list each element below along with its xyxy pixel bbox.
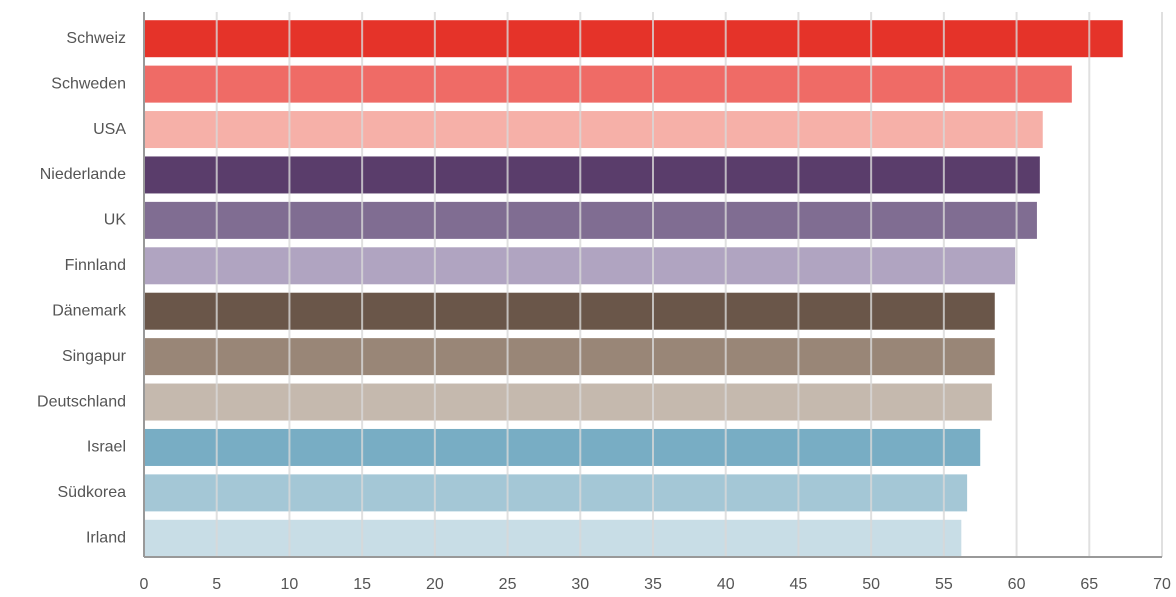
y-tick-label: Finnland: [65, 257, 126, 274]
y-tick-label: Deutschland: [37, 393, 126, 410]
x-tick-label: 60: [1008, 576, 1026, 593]
y-tick-label: Irland: [86, 530, 126, 547]
x-tick-label: 45: [790, 576, 808, 593]
bar: [144, 111, 1043, 149]
x-tick-label: 50: [862, 576, 880, 593]
x-tick-label: 15: [353, 576, 371, 593]
bar: [144, 338, 995, 376]
bar: [144, 474, 968, 512]
y-tick-label: Singapur: [62, 348, 127, 365]
bar: [144, 65, 1072, 103]
y-tick-label: Israel: [87, 439, 126, 456]
bar: [144, 292, 995, 330]
x-tick-label: 70: [1153, 576, 1171, 593]
y-tick-label: Südkorea: [58, 484, 127, 501]
x-tick-label: 40: [717, 576, 735, 593]
x-tick-label: 65: [1080, 576, 1098, 593]
bar: [144, 519, 962, 557]
y-tick-label: UK: [104, 212, 127, 229]
x-tick-label: 5: [212, 576, 221, 593]
bar: [144, 383, 992, 421]
y-tick-label: Schweiz: [66, 30, 126, 47]
x-tick-label: 55: [935, 576, 953, 593]
y-tick-label: Niederlande: [40, 166, 126, 183]
x-tick-label: 30: [571, 576, 589, 593]
x-tick-label: 0: [140, 576, 149, 593]
x-tick-label: 35: [644, 576, 662, 593]
bar: [144, 428, 981, 466]
x-tick-label: 20: [426, 576, 444, 593]
bar: [144, 156, 1040, 194]
y-tick-label: USA: [93, 121, 126, 138]
y-tick-label: Dänemark: [52, 302, 127, 319]
y-tick-label: Schweden: [51, 75, 126, 92]
x-tick-label: 25: [499, 576, 517, 593]
bar: [144, 20, 1123, 58]
bar: [144, 201, 1037, 239]
x-tick-label: 10: [281, 576, 299, 593]
